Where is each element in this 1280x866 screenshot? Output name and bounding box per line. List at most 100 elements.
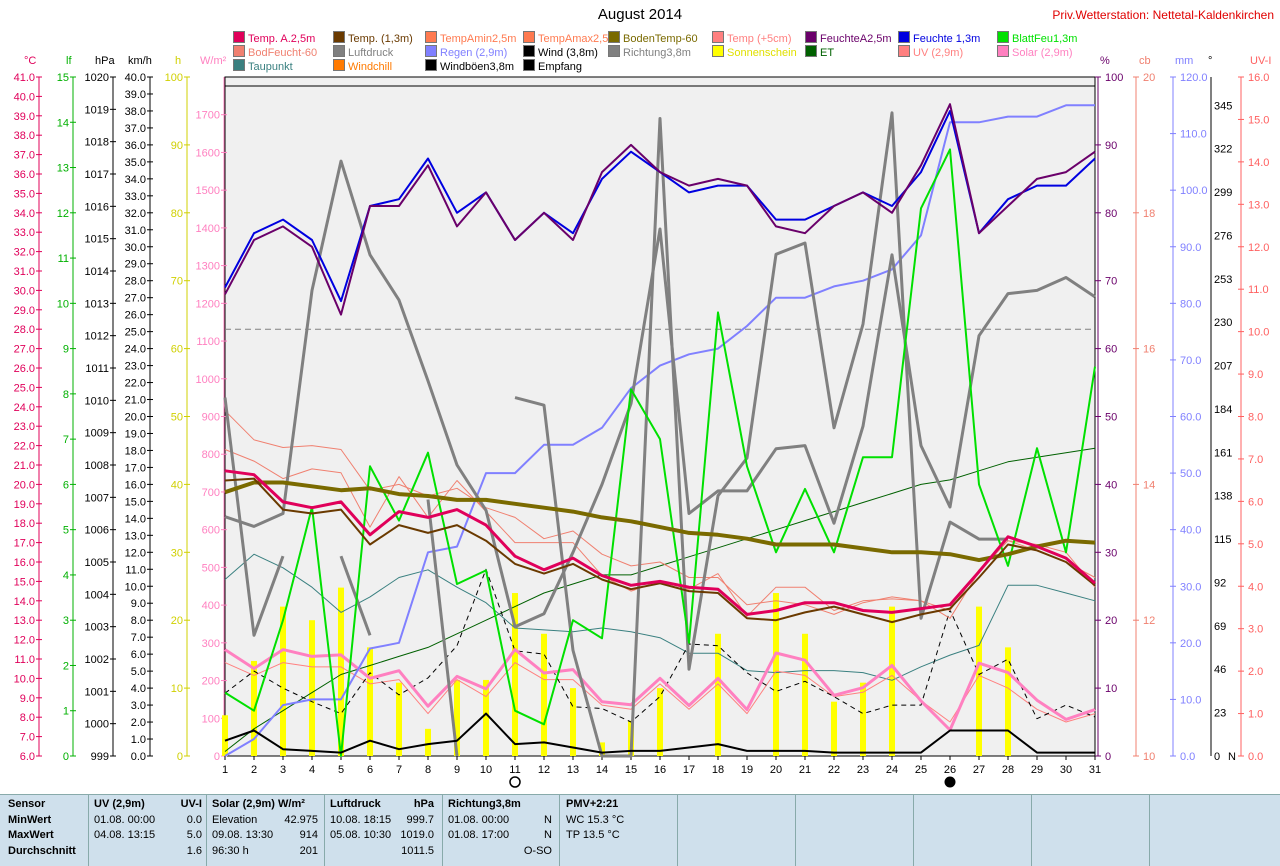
x-tick-label: 14 bbox=[596, 764, 608, 776]
tick-label: 25.0 bbox=[125, 327, 146, 339]
x-tick-label: 16 bbox=[654, 764, 666, 776]
tick-label: 50.0 bbox=[1180, 468, 1201, 480]
legend-label: Empfang bbox=[538, 61, 583, 73]
tick-label: 6.0 bbox=[131, 649, 146, 661]
tick-label: 9.0 bbox=[1248, 369, 1263, 381]
uv-column: UV (2,9m) UV-I 01.08. 00:00 0.0 04.08. 13:… bbox=[94, 797, 202, 859]
tick-label: 37.0 bbox=[125, 123, 146, 135]
richtung-avg-value: O-SO bbox=[523, 844, 552, 857]
tick-label: 10.0 bbox=[14, 673, 35, 685]
pmv-taupunkt: TP 13.5 °C bbox=[566, 829, 620, 841]
series-taupunkt bbox=[224, 553, 1096, 681]
axis-unit-percent: % bbox=[1100, 55, 1110, 67]
sensor-header: Sensor bbox=[8, 798, 46, 810]
richtung-max-value: N bbox=[544, 829, 552, 841]
min-label: MinWert bbox=[8, 813, 52, 826]
x-tick-label: 22 bbox=[828, 764, 840, 776]
legend-swatch bbox=[523, 31, 535, 43]
tick-label: 1013 bbox=[85, 298, 109, 310]
legend-item: Sonnenschein bbox=[712, 45, 797, 59]
tick-label: 1009 bbox=[85, 428, 109, 440]
tick-label: 0 bbox=[214, 751, 220, 763]
tick-label: 600 bbox=[202, 525, 220, 537]
tick-label: 39.0 bbox=[125, 89, 146, 101]
x-tick-label: 30 bbox=[1060, 764, 1072, 776]
tick-label: 120.0 bbox=[1180, 72, 1208, 84]
series-line bbox=[223, 397, 285, 637]
x-tick-label: 24 bbox=[886, 764, 898, 776]
tick-label: 70 bbox=[171, 276, 183, 288]
legend-label: Windchill bbox=[348, 61, 393, 73]
tick-label: 3.0 bbox=[1248, 624, 1263, 636]
tick-label: 14 bbox=[1143, 479, 1155, 491]
legend-label: Richtung3,8m bbox=[623, 47, 691, 59]
series-et bbox=[224, 447, 1096, 752]
tick-label: 23.0 bbox=[14, 421, 35, 433]
tick-label: 0 bbox=[1105, 751, 1111, 763]
sunshine-bar bbox=[802, 633, 808, 756]
series-bodentemp-60 bbox=[224, 480, 1096, 563]
sunshine-bar bbox=[860, 682, 866, 756]
tick-label: 41.0 bbox=[14, 72, 35, 84]
tick-label: 0 bbox=[63, 751, 69, 763]
tick-label: 1019 bbox=[85, 104, 109, 116]
tick-label: 32.0 bbox=[14, 247, 35, 259]
legend-swatch bbox=[805, 31, 817, 43]
series-line bbox=[224, 662, 1096, 723]
tick-label: 14 bbox=[57, 117, 69, 129]
tick-label: 10.0 bbox=[1180, 694, 1201, 706]
legend-item: FeuchteA2,5m bbox=[805, 31, 892, 45]
solar-avg-value: 201 bbox=[299, 844, 318, 857]
tick-label: 276 bbox=[1214, 230, 1232, 242]
series-line bbox=[224, 712, 1095, 754]
legend-label: Temp. A.2,5m bbox=[248, 33, 316, 45]
tick-label: 115 bbox=[1214, 534, 1232, 546]
tick-label: 30.0 bbox=[14, 285, 35, 297]
series-line bbox=[224, 104, 1095, 757]
legend-label: Temp (+5cm) bbox=[727, 33, 792, 45]
tick-label: 138 bbox=[1214, 491, 1232, 503]
tick-label: 16.0 bbox=[14, 557, 35, 569]
tick-label: 20.0 bbox=[1180, 638, 1201, 650]
tick-label: 11.0 bbox=[1248, 284, 1269, 296]
legend-item: BodenTemp-60 bbox=[608, 31, 698, 45]
x-tick-label: 31 bbox=[1089, 764, 1101, 776]
sunshine-bar bbox=[483, 679, 489, 756]
axis-unit-uvi: UV-I bbox=[1250, 55, 1271, 67]
series-line bbox=[224, 477, 1096, 624]
tick-label: 1002 bbox=[85, 654, 109, 666]
tick-label: 5 bbox=[63, 525, 69, 537]
tick-label: 20.0 bbox=[125, 412, 146, 424]
tick-label: 92 bbox=[1214, 577, 1226, 589]
tick-label: 30.0 bbox=[1180, 581, 1201, 593]
solar-elevation-label: Elevation bbox=[212, 813, 258, 826]
richtung-title: Richtung3,8m bbox=[448, 798, 521, 810]
tick-label: 15 bbox=[57, 72, 69, 84]
tick-label: 20 bbox=[1143, 72, 1155, 84]
tick-label: 14.0 bbox=[14, 596, 35, 608]
tick-label: 46 bbox=[1214, 664, 1226, 676]
x-tick-label: 18 bbox=[712, 764, 724, 776]
series-line bbox=[224, 148, 1096, 757]
max-label: MaxWert bbox=[8, 829, 54, 841]
tick-label: 26.0 bbox=[125, 310, 146, 322]
legend-label: BodFeucht-60 bbox=[248, 47, 318, 59]
tick-label: 322 bbox=[1214, 144, 1232, 156]
legend-swatch bbox=[233, 31, 245, 43]
legend-swatch bbox=[805, 45, 817, 57]
tick-label: 1 bbox=[63, 706, 69, 718]
richtung-column: Richtung3,8m 01.08. 00:00 N 01.08. 17:00 N… bbox=[448, 797, 552, 859]
tick-label: 100 bbox=[165, 72, 183, 84]
legend-swatch bbox=[712, 45, 724, 57]
richtung-min-value: N bbox=[544, 813, 552, 826]
tick-label: 23.0 bbox=[125, 361, 146, 373]
legend-item: Temp. (1,3m) bbox=[333, 31, 413, 45]
tick-label: 345 bbox=[1214, 100, 1232, 112]
sunshine-bar bbox=[889, 606, 895, 756]
tick-label: 1004 bbox=[85, 589, 109, 601]
tick-label: 25.0 bbox=[14, 382, 35, 394]
tick-label: 1100 bbox=[196, 336, 220, 348]
tick-label: 230 bbox=[1214, 317, 1232, 329]
legend-item: BlattFeu1,3m bbox=[997, 31, 1077, 45]
avg-label: Durchschnitt bbox=[8, 844, 76, 857]
